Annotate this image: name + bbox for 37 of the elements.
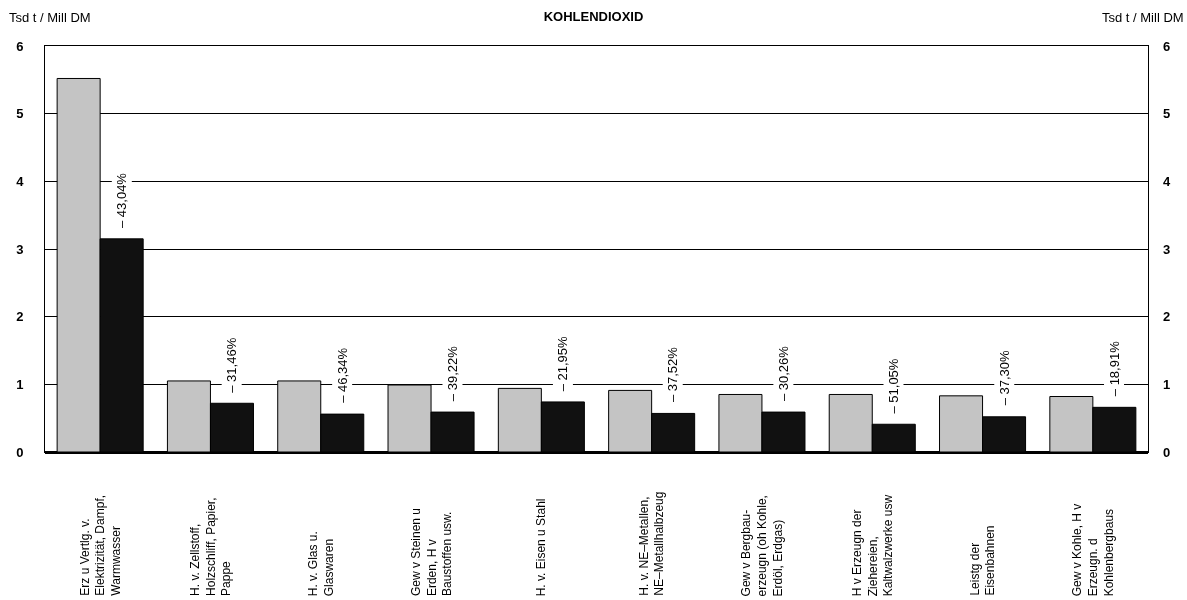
annotation: – 37,30% <box>996 350 1012 406</box>
y-axis-title: Tsd t / Mill DM <box>9 10 91 25</box>
x-tick-label: Gew v Bergbau- erzeugn (oh Kohle, Erdöl, Erdgas) <box>739 495 785 597</box>
x-tick-label: H. v. NE–Metallen, NE–Metallhalbzeug <box>636 491 667 596</box>
annotation: – 31,46% <box>224 337 240 393</box>
y2-tick-label: 5 <box>1163 106 1171 122</box>
y2-tick-label: 2 <box>1163 309 1171 325</box>
chart-title: KOHLENDIOXID <box>543 9 644 25</box>
x-tick-label: Gew v Steinen u Erden, H v Baustoffen usw. <box>409 507 455 597</box>
annotation: – 30,26% <box>775 345 791 402</box>
y-tick-label: 3 <box>16 241 24 257</box>
x-tick-label: Gew v Kohle, H v Erzeugn. d Kohlenbergbaus <box>1070 503 1116 597</box>
y-tick-label: 0 <box>16 444 24 460</box>
y2-tick-label: 0 <box>1163 444 1171 460</box>
annotation: – 39,22% <box>444 345 460 402</box>
y2-tick-label: 1 <box>1163 376 1171 392</box>
y2-tick-label: 4 <box>1163 173 1171 189</box>
annotation: – 18,91% <box>1106 340 1122 397</box>
y2-axis-title: Tsd t / Mill DM <box>1102 10 1184 25</box>
x-tick-label: Erz u Vertlg. v. Elektrizität, Dampf, Warmwasser <box>77 494 123 596</box>
y-tick-label: 6 <box>16 38 24 54</box>
annotation: – 37,52% <box>665 346 681 403</box>
x-tick-label: H. v. Zellstoff, Holzschliff, Papier, Pappe <box>187 497 234 596</box>
x-tick-label: H. v. Glas u. Glaswaren <box>306 531 336 597</box>
y-tick-label: 5 <box>16 106 24 122</box>
x-tick-label: H. v. Eisen u Stahl <box>534 498 549 597</box>
annotation: – 46,34% <box>334 347 350 403</box>
y-tick-label: 4 <box>16 173 25 189</box>
y-tick-label: 2 <box>16 309 24 325</box>
annotation: – 51,05% <box>886 358 901 414</box>
x-tick-label: H v Erzeugn der Ziehereien, Kaltwalzwerke usw <box>850 494 896 597</box>
y2-tick-label: 3 <box>1163 241 1171 257</box>
y2-tick-label: 6 <box>1163 38 1171 54</box>
x-tick-label: Leistg der Eisenbahnen <box>967 525 998 596</box>
annotation: – 43,04% <box>114 172 130 229</box>
y-tick-label: 1 <box>16 376 24 392</box>
annotation: – 21,95% <box>555 335 571 392</box>
